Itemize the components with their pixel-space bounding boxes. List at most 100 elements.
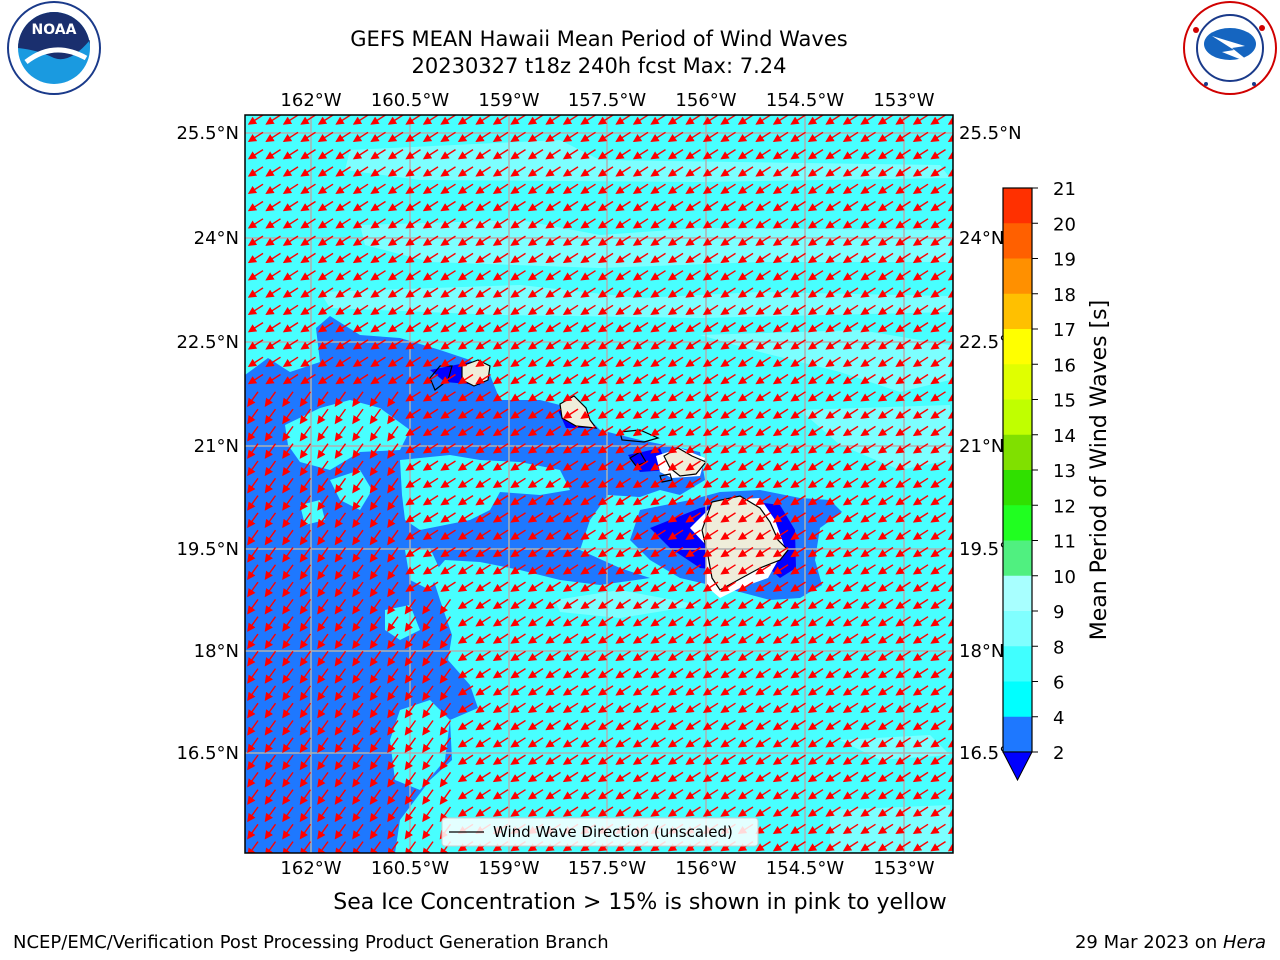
direction-arrow xyxy=(877,235,894,246)
direction-arrow xyxy=(247,356,264,367)
direction-arrow xyxy=(282,166,299,177)
direction-arrow xyxy=(370,252,386,264)
direction-arrow xyxy=(562,183,579,194)
direction-arrow xyxy=(475,270,491,281)
direction-arrow xyxy=(282,287,299,298)
direction-arrow xyxy=(370,287,386,298)
direction-arrow xyxy=(352,166,369,177)
direction-arrow xyxy=(597,356,614,367)
direction-arrow xyxy=(282,356,299,367)
direction-arrow xyxy=(842,322,859,333)
direction-arrow xyxy=(457,235,474,246)
direction-arrow xyxy=(947,306,953,316)
direction-arrow xyxy=(527,356,544,367)
direction-arrow xyxy=(405,149,421,160)
direction-arrow xyxy=(545,115,561,125)
colorbar-segment xyxy=(1003,575,1032,612)
direction-arrow xyxy=(772,131,789,143)
direction-arrow xyxy=(422,339,439,350)
colorbar-tick-label: 8 xyxy=(1053,637,1064,658)
lon-tick-top: 153°W xyxy=(873,90,934,111)
direction-arrow xyxy=(755,200,771,212)
direction-arrow xyxy=(282,322,299,333)
direction-arrow xyxy=(370,115,386,125)
direction-arrow xyxy=(562,131,579,143)
direction-arrow xyxy=(422,252,439,264)
direction-arrow xyxy=(930,200,946,212)
direction-arrow xyxy=(300,252,316,264)
direction-arrow xyxy=(755,322,771,333)
direction-arrow xyxy=(545,183,561,194)
direction-arrow xyxy=(475,115,491,125)
direction-arrow xyxy=(947,133,953,143)
direction-arrow xyxy=(457,373,474,385)
direction-arrow xyxy=(755,183,771,194)
direction-arrow xyxy=(597,287,614,298)
direction-arrow xyxy=(807,166,824,177)
direction-arrow xyxy=(877,149,894,160)
direction-arrow xyxy=(825,200,841,212)
direction-arrow xyxy=(772,252,789,264)
direction-arrow xyxy=(580,131,596,143)
direction-arrow xyxy=(842,252,859,264)
direction-arrow xyxy=(422,115,439,125)
direction-arrow xyxy=(492,391,509,402)
direction-arrow xyxy=(632,270,649,281)
direction-arrow xyxy=(667,270,684,281)
direction-arrow xyxy=(475,235,491,246)
direction-arrow xyxy=(737,322,754,333)
direction-arrow xyxy=(737,287,754,298)
direction-arrow xyxy=(352,356,369,367)
direction-arrow xyxy=(650,149,666,160)
direction-arrow xyxy=(895,115,911,125)
direction-arrow xyxy=(387,131,404,143)
direction-arrow xyxy=(387,287,404,298)
direction-arrow xyxy=(580,270,596,281)
colorbar-tick-label: 11 xyxy=(1053,532,1076,553)
direction-arrow xyxy=(825,391,841,402)
direction-arrow xyxy=(405,166,421,177)
direction-arrow xyxy=(440,339,456,350)
direction-arrow xyxy=(912,166,929,177)
direction-arrow xyxy=(842,391,859,402)
direction-arrow xyxy=(755,115,771,125)
direction-arrow xyxy=(527,115,544,125)
direction-arrow xyxy=(264,408,277,425)
direction-arrow xyxy=(492,166,509,177)
direction-arrow xyxy=(545,408,561,419)
direction-arrow xyxy=(772,218,789,229)
direction-arrow xyxy=(387,183,404,194)
direction-arrow xyxy=(545,270,561,281)
direction-arrow xyxy=(317,391,329,407)
direction-arrow xyxy=(650,270,666,281)
direction-arrow xyxy=(860,287,876,298)
direction-arrow xyxy=(422,304,439,316)
direction-arrow xyxy=(475,218,491,229)
direction-arrow xyxy=(335,287,351,298)
wind-wave-direction-arrows xyxy=(247,115,953,853)
direction-arrow xyxy=(790,183,806,194)
colorbar-tick-label: 6 xyxy=(1053,673,1064,694)
direction-arrow xyxy=(335,218,351,229)
nws-logo xyxy=(1183,1,1277,95)
direction-arrow xyxy=(632,339,649,350)
direction-arrow xyxy=(807,339,824,350)
lat-tick-right: 25.5°N xyxy=(959,123,1022,144)
direction-arrow xyxy=(807,149,824,160)
direction-arrow xyxy=(772,339,789,350)
direction-arrow xyxy=(807,356,824,367)
direction-arrow xyxy=(562,149,579,160)
direction-arrow xyxy=(247,252,264,264)
direction-arrow xyxy=(352,287,369,298)
direction-arrow xyxy=(650,252,666,264)
direction-arrow xyxy=(317,218,334,229)
direction-arrow xyxy=(492,270,509,281)
direction-arrow xyxy=(545,339,561,350)
direction-arrow xyxy=(947,289,953,298)
direction-arrow xyxy=(790,115,806,125)
direction-arrow xyxy=(457,115,474,125)
direction-arrow xyxy=(807,183,824,194)
direction-arrow xyxy=(720,115,736,125)
direction-arrow xyxy=(457,270,474,281)
direction-arrow xyxy=(545,391,561,402)
